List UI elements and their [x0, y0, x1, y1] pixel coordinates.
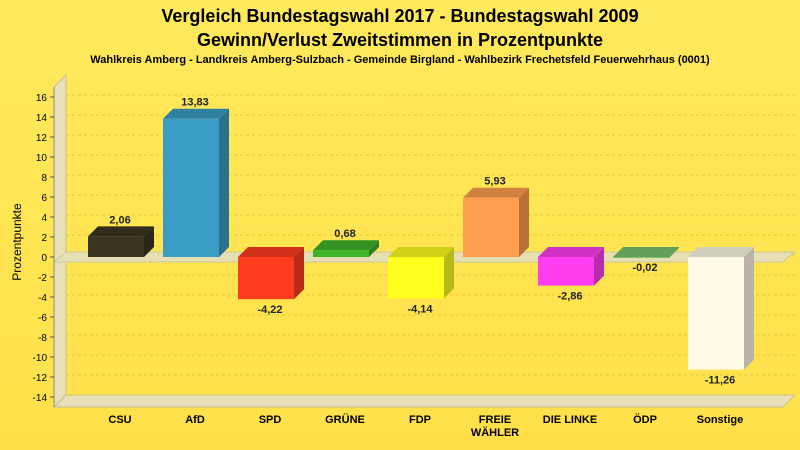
y-tick-label: 12	[36, 133, 48, 144]
bar-top	[88, 226, 154, 237]
y-tick-label: -4	[38, 293, 47, 304]
data-label: 5,93	[484, 176, 505, 188]
bar-side	[444, 247, 454, 299]
y-tick-label: 14	[36, 113, 48, 124]
chart-caption: Wahlkreis Amberg - Landkreis Amberg-Sulz…	[90, 54, 710, 66]
bar-top	[238, 247, 304, 257]
left-wall	[53, 73, 67, 409]
y-tick-label: -2	[38, 273, 47, 284]
y-tick-label: 0	[41, 253, 47, 264]
bar-side	[144, 226, 154, 257]
y-tick-label: 4	[41, 213, 47, 224]
x-tick-label: GRÜNE	[325, 413, 365, 426]
x-tick-label: FREIE	[479, 414, 511, 426]
bar-top	[388, 247, 454, 257]
bar	[238, 257, 294, 300]
bar-side	[744, 247, 754, 370]
floor	[52, 394, 797, 408]
bar	[613, 257, 669, 258]
x-tick-label: Sonstige	[697, 414, 743, 426]
bar-side	[369, 240, 379, 257]
y-tick-label: 2	[41, 233, 47, 244]
bar	[313, 250, 369, 257]
y-tick-label: 8	[41, 173, 47, 184]
chart-title: Vergleich Bundestagswahl 2017 - Bundesta…	[161, 6, 639, 26]
data-label: -2,86	[557, 291, 582, 303]
x-tick-label: FDP	[409, 414, 431, 426]
bar-top	[463, 187, 529, 198]
bar-top	[538, 247, 604, 257]
bar-side	[219, 108, 229, 257]
data-label: 0,68	[334, 228, 355, 240]
x-tick-label: SPD	[259, 414, 282, 426]
data-label: -4,14	[407, 303, 433, 315]
data-label: -0,02	[632, 262, 657, 274]
bar-top	[688, 247, 754, 257]
y-tick-label: -6	[38, 313, 47, 324]
y-tick-label: -10	[33, 353, 48, 364]
y-tick-label: 6	[41, 193, 47, 204]
y-tick-label: 10	[36, 153, 48, 164]
y-tick-label: 16	[36, 93, 48, 104]
y-tick-label: -12	[33, 373, 48, 384]
bar	[688, 257, 744, 370]
bar	[538, 257, 594, 286]
bar-side	[519, 187, 529, 257]
x-tick-label: WÄHLER	[471, 426, 519, 439]
y-tick-label: -14	[33, 393, 48, 404]
data-label: 13,83	[181, 97, 209, 109]
bar-top	[163, 108, 229, 119]
data-label: -4,22	[257, 304, 282, 316]
bar-side	[594, 247, 604, 286]
bar	[88, 236, 144, 257]
x-tick-label: DIE LINKE	[543, 414, 597, 426]
bar-top	[613, 247, 679, 257]
bar	[388, 257, 444, 299]
x-tick-label: AfD	[185, 414, 205, 426]
bar-side	[294, 247, 304, 300]
data-label: -11,26	[705, 375, 736, 387]
bar	[463, 197, 519, 257]
data-label: 2,06	[109, 214, 130, 226]
x-tick-label: CSU	[108, 414, 131, 426]
bar-top	[313, 240, 379, 251]
y-tick-label: -8	[38, 333, 47, 344]
chart-subtitle: Gewinn/Verlust Zweitstimmen in Prozentpu…	[196, 30, 604, 50]
bar-side	[669, 247, 679, 258]
bar	[163, 118, 219, 257]
x-tick-label: ÖDP	[633, 413, 657, 426]
